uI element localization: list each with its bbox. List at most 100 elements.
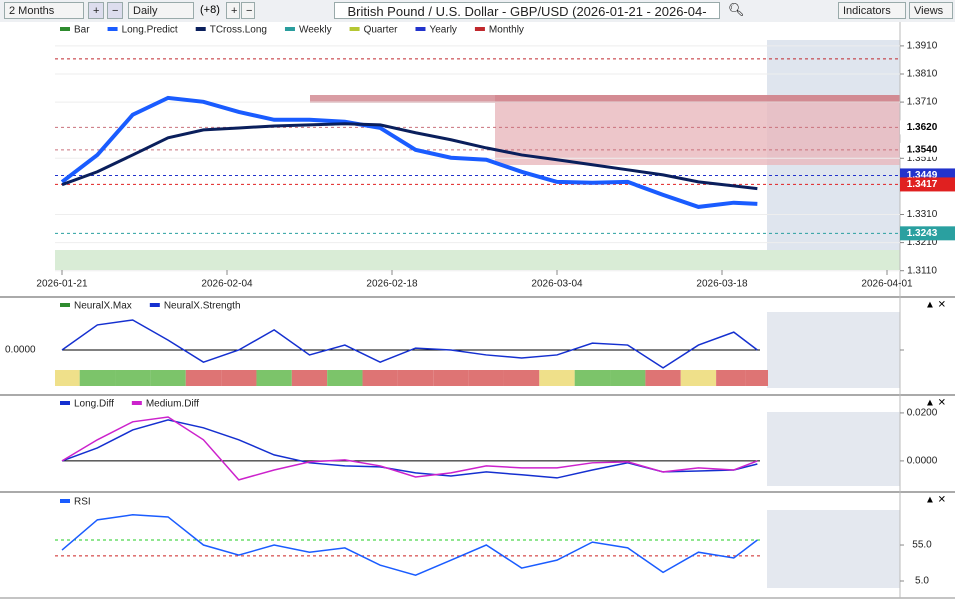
signal-cell — [397, 370, 434, 386]
legend-label: Yearly — [429, 25, 456, 36]
signal-cell — [185, 370, 222, 386]
series-line — [60, 95, 758, 209]
price-label: 1.3243 — [907, 228, 938, 239]
legend-label: Monthly — [489, 25, 524, 36]
legend-label: Long.Diff — [74, 399, 114, 410]
y-tick-label: 1.3710 — [907, 97, 938, 108]
legend-label: Bar — [74, 25, 90, 36]
legend-swatch — [60, 303, 70, 307]
resistance-band — [310, 95, 900, 103]
price-label: 1.3417 — [907, 179, 938, 190]
toolbar: 2 Months + − Daily (+8) + − British Poun… — [0, 0, 955, 36]
price-label: 1.3540 — [907, 145, 938, 156]
legend-label: Weekly — [299, 25, 332, 36]
x-tick-label: 2026-02-18 — [366, 279, 418, 290]
future-zone — [767, 510, 900, 588]
indicators-button[interactable]: Indicators — [838, 2, 906, 19]
x-tick-label: 2026-01-21 — [36, 279, 88, 290]
series-line — [61, 514, 758, 577]
resistance-zone — [495, 95, 900, 165]
search-icon[interactable]: 🔍︎ — [728, 2, 745, 17]
signal-cell — [55, 370, 80, 386]
signal-cell — [115, 370, 151, 386]
price-label-bg — [900, 177, 955, 192]
legend-swatch — [131, 401, 142, 405]
legend-swatch — [284, 27, 295, 31]
panel-collapse[interactable]: ▲ ✕ — [925, 398, 946, 409]
y-tick-label: 1.3810 — [907, 69, 938, 80]
y-tick-label: 1.3210 — [907, 237, 938, 248]
panel-collapse[interactable]: ▲ ✕ — [925, 300, 946, 311]
y-tick-label: 55.0 — [912, 540, 932, 551]
legend-label: Quarter — [364, 25, 399, 36]
legend-label: Medium.Diff — [146, 399, 199, 410]
price-label: 1.3449 — [907, 170, 938, 181]
support-zone — [55, 250, 900, 270]
price-label-bg — [900, 120, 955, 135]
legend-label: TCross.Long — [210, 25, 267, 36]
signal-cell — [150, 370, 186, 386]
signal-cell — [503, 370, 540, 386]
period-select[interactable]: 2 Months — [4, 2, 84, 19]
legend-label: NeuralX.Strength — [164, 301, 241, 312]
series-line — [61, 416, 758, 481]
zoom-out[interactable]: − — [107, 2, 123, 19]
legend-swatch — [107, 27, 118, 31]
y-tick-label: 1.3310 — [907, 209, 938, 220]
x-tick-label: 2026-02-04 — [201, 279, 253, 290]
future-zone — [767, 312, 900, 388]
y-tick-label: 1.3510 — [907, 153, 938, 164]
signal-cell — [291, 370, 328, 386]
signal-cell — [221, 370, 257, 386]
legend-swatch — [415, 27, 426, 31]
signal-cell — [468, 370, 504, 386]
signal-cell — [539, 370, 575, 386]
y-tick-label: 1.3910 — [907, 41, 938, 52]
interval-select[interactable]: Daily — [128, 2, 194, 19]
signal-cell — [645, 370, 681, 386]
y-tick-label: 0.0000 — [907, 456, 938, 467]
y-tick-label: 0.0000 — [5, 345, 36, 356]
x-tick-label: 2026-04-01 — [861, 279, 913, 290]
legend-swatch — [474, 27, 485, 31]
price-label: 1.3620 — [907, 122, 938, 133]
signal-cell — [433, 370, 469, 386]
legend-swatch — [60, 27, 70, 31]
y-tick-label: 0.0200 — [907, 408, 938, 419]
future-zone — [767, 412, 900, 486]
zoom-in[interactable]: + — [88, 2, 104, 19]
signal-cell — [745, 370, 768, 386]
legend-swatch — [60, 401, 70, 405]
signal-cell — [79, 370, 116, 386]
price-label-bg — [900, 142, 955, 157]
legend-label: Long.Predict — [122, 25, 178, 36]
price-label-bg — [900, 226, 955, 241]
offset: (+8) — [200, 4, 220, 16]
signal-cell — [256, 370, 292, 386]
signal-cell — [716, 370, 746, 386]
add[interactable]: + — [226, 2, 240, 19]
legend-label: RSI — [74, 497, 91, 508]
y-tick-label: 1.3110 — [907, 265, 937, 276]
symbol-title[interactable]: British Pound / U.S. Dollar - GBP/USD (2… — [334, 2, 720, 36]
x-tick-label: 2026-03-18 — [696, 279, 748, 290]
views-button[interactable]: Views — [909, 2, 953, 19]
series-line — [61, 122, 758, 191]
y-tick-label: 5.0 — [915, 576, 929, 587]
legend-swatch — [349, 27, 360, 31]
series-line — [61, 319, 758, 369]
signal-cell — [680, 370, 717, 386]
x-tick-label: 2026-03-04 — [531, 279, 583, 290]
legend-label: NeuralX.Max — [74, 301, 132, 312]
chart: ▲ ✕ ▲ ✕ ▲ ✕ 1.3110 1.3210 1.3310 1.3510 1.37… — [0, 22, 955, 599]
signal-cell — [362, 370, 398, 386]
panel-collapse[interactable]: ▲ ✕ — [925, 495, 946, 506]
remove[interactable]: − — [241, 2, 255, 19]
signal-cell — [327, 370, 363, 386]
legend-swatch — [60, 499, 70, 503]
legend-swatch — [195, 27, 206, 31]
signal-cell — [610, 370, 646, 386]
signal-cell — [574, 370, 611, 386]
legend-swatch — [149, 303, 160, 307]
